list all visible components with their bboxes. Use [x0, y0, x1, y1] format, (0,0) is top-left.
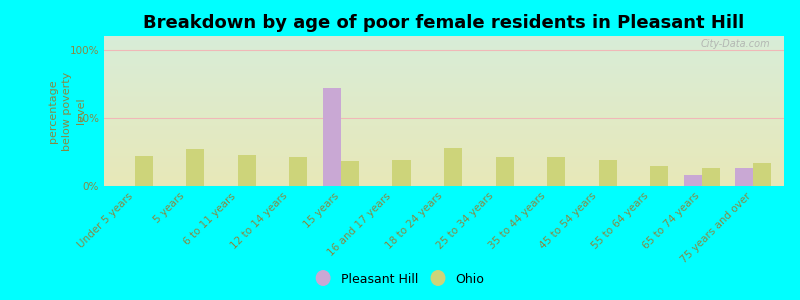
- Title: Breakdown by age of poor female residents in Pleasant Hill: Breakdown by age of poor female resident…: [143, 14, 745, 32]
- Bar: [186, 149, 205, 186]
- Bar: [547, 158, 565, 186]
- Bar: [290, 158, 307, 186]
- Bar: [753, 163, 771, 186]
- Bar: [683, 175, 702, 186]
- Y-axis label: percentage
below poverty
level: percentage below poverty level: [48, 71, 86, 151]
- Bar: [650, 166, 668, 186]
- Legend: Pleasant Hill, Ohio: Pleasant Hill, Ohio: [310, 268, 490, 291]
- Bar: [444, 148, 462, 186]
- Bar: [393, 160, 410, 186]
- Bar: [323, 88, 341, 186]
- Bar: [702, 168, 720, 186]
- Bar: [341, 161, 359, 186]
- Text: City-Data.com: City-Data.com: [701, 39, 770, 49]
- Bar: [735, 168, 753, 186]
- Bar: [598, 160, 617, 186]
- Bar: [238, 154, 256, 186]
- Bar: [495, 158, 514, 186]
- Bar: [135, 156, 153, 186]
